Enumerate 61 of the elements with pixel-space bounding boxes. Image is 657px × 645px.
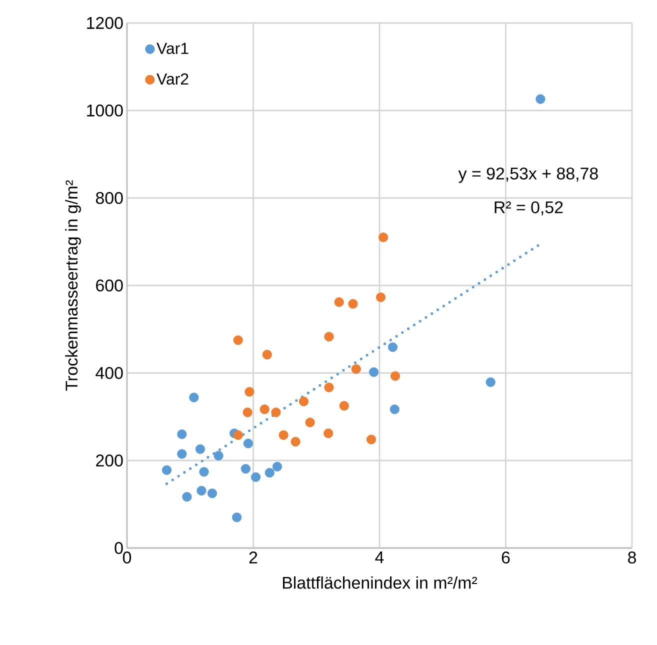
y-axis-title: Trockenmasseertrag in g/m² bbox=[65, 180, 81, 391]
point bbox=[242, 408, 252, 418]
point bbox=[536, 94, 546, 104]
point bbox=[189, 392, 199, 402]
point bbox=[324, 332, 334, 342]
point bbox=[278, 430, 288, 440]
y-tick-label: 800 bbox=[96, 192, 123, 204]
y-tick-label: 0 bbox=[114, 542, 123, 554]
point bbox=[366, 434, 376, 444]
point bbox=[348, 299, 358, 309]
x-tick-label: 8 bbox=[628, 552, 636, 564]
point bbox=[244, 387, 254, 397]
point bbox=[390, 404, 400, 414]
point bbox=[376, 292, 386, 302]
point bbox=[369, 367, 379, 377]
y-tick-label: 400 bbox=[96, 367, 123, 379]
y-tick-label: 200 bbox=[96, 454, 123, 466]
point bbox=[324, 428, 334, 438]
legend-label: Var1 bbox=[156, 42, 188, 54]
point bbox=[272, 462, 282, 472]
annotation: y = 92,53x + 88,78 bbox=[458, 168, 598, 183]
point bbox=[233, 335, 243, 345]
point bbox=[264, 468, 274, 478]
y-tick-label: 1200 bbox=[87, 16, 123, 29]
x-tick-label: 4 bbox=[375, 552, 384, 564]
x-tick-label: 2 bbox=[249, 552, 258, 564]
point bbox=[388, 342, 398, 352]
point bbox=[334, 297, 344, 307]
point bbox=[240, 464, 250, 474]
point bbox=[290, 436, 300, 446]
annotation: R² = 0,52 bbox=[494, 201, 563, 216]
point bbox=[298, 396, 309, 406]
point bbox=[378, 232, 388, 242]
point bbox=[207, 488, 218, 498]
legend-label: Var2 bbox=[156, 73, 188, 85]
point bbox=[233, 430, 243, 440]
point bbox=[250, 472, 261, 482]
point bbox=[262, 350, 272, 360]
point bbox=[324, 382, 334, 392]
point bbox=[199, 467, 209, 477]
point bbox=[214, 450, 224, 460]
x-tick-label: 0 bbox=[122, 552, 132, 564]
x-axis-title: Blattflächenindex in m²/m² bbox=[282, 576, 478, 589]
point bbox=[486, 377, 496, 387]
point bbox=[351, 364, 361, 374]
point bbox=[196, 486, 206, 496]
point bbox=[390, 371, 400, 381]
point bbox=[305, 418, 315, 428]
point bbox=[271, 408, 281, 418]
point bbox=[195, 444, 206, 454]
point bbox=[162, 465, 172, 475]
x-tick-label: 6 bbox=[502, 552, 510, 564]
point bbox=[243, 438, 253, 448]
point bbox=[182, 492, 192, 502]
point bbox=[232, 512, 242, 522]
point bbox=[177, 449, 187, 459]
y-tick-label: 1000 bbox=[87, 104, 123, 116]
point bbox=[177, 429, 187, 440]
point bbox=[260, 404, 270, 414]
y-tick-label: 600 bbox=[96, 280, 123, 292]
point bbox=[339, 401, 349, 411]
